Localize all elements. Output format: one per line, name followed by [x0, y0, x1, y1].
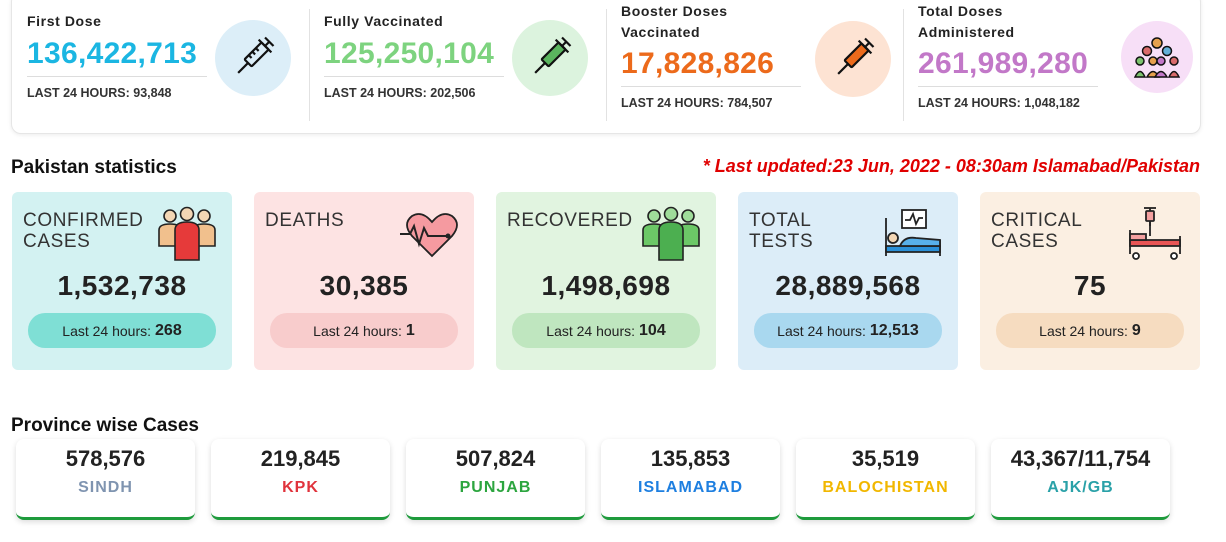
stat-value: 1,532,738	[57, 270, 187, 301]
stat-value: 75	[1073, 270, 1107, 301]
vac-title: First Dose	[27, 13, 102, 29]
province-name: KPK	[282, 479, 319, 496]
crowd-icon	[1121, 21, 1193, 93]
last-24h-badge: Last 24 hours: 9	[996, 313, 1184, 348]
last-24h-badge: Last 24 hours: 268	[28, 313, 216, 348]
vac-title: Fully Vaccinated	[324, 13, 444, 29]
hospital-bed-icon	[882, 206, 944, 262]
fully-vaccinated-panel: Fully Vaccinated 125,250,104 LAST 24 HOU…	[309, 0, 606, 133]
section-title-provinces: Province wise Cases	[11, 415, 199, 436]
province-value: 219,845	[260, 446, 341, 471]
total-tests-card: TOTAL TESTS 28,889,568 Last 24 hours: 12,5…	[738, 192, 958, 370]
vac-value: 17,828,826	[621, 47, 775, 80]
province-card-punjab: 507,824 PUNJAB	[406, 439, 585, 520]
stat-value: 28,889,568	[775, 270, 921, 301]
last-24h-badge: Last 24 hours: 1	[270, 313, 458, 348]
first-dose-panel: First Dose 136,422,713 LAST 24 HOURS: 93…	[12, 0, 309, 133]
divider	[918, 86, 1098, 87]
section-title-statistics: Pakistan statistics	[11, 157, 177, 178]
divider	[621, 86, 801, 87]
stat-label: TOTAL TESTS	[749, 210, 814, 252]
deaths-card: DEATHS 30,385 Last 24 hours: 1	[254, 192, 474, 370]
vac-last-24h: LAST 24 HOURS: 93,848	[27, 86, 172, 100]
stat-value: 1,498,698	[541, 270, 671, 301]
last-updated-text: * Last updated:23 Jun, 2022 - 08:30am Is…	[702, 156, 1200, 176]
province-card-kpk: 219,845 KPK	[211, 439, 390, 520]
province-card-islamabad: 135,853 ISLAMABAD	[601, 439, 780, 520]
province-value: 43,367/11,754	[1010, 446, 1151, 471]
stat-label: CRITICAL CASES	[991, 210, 1083, 252]
total-doses-panel: Total Doses Administered 261,989,280 LAST…	[903, 0, 1200, 133]
stat-label: CONFIRMED CASES	[23, 210, 144, 252]
vac-value: 261,989,280	[918, 47, 1089, 80]
booster-doses-panel: Booster Doses Vaccinated 17,828,826 LAST …	[606, 0, 903, 133]
divider	[324, 76, 504, 77]
critical-cases-card: CRITICAL CASES 75 Last 24 hours: 9	[980, 192, 1200, 370]
province-card-balochistan: 35,519 BALOCHISTAN	[796, 439, 975, 520]
province-value: 135,853	[650, 446, 731, 471]
vac-last-24h: LAST 24 HOURS: 1,048,182	[918, 96, 1080, 110]
syringe-icon	[815, 21, 891, 97]
province-name: BALOCHISTAN	[822, 479, 949, 496]
last-24h-badge: Last 24 hours: 12,513	[754, 313, 942, 348]
divider	[27, 76, 207, 77]
stat-value: 30,385	[319, 270, 409, 301]
vaccination-summary-card: First Dose 136,422,713 LAST 24 HOURS: 93…	[11, 0, 1201, 134]
vac-last-24h: LAST 24 HOURS: 202,506	[324, 86, 476, 100]
vac-title: Total Doses Administered	[918, 3, 1015, 40]
vac-last-24h: LAST 24 HOURS: 784,507	[621, 96, 773, 110]
last-24h-badge: Last 24 hours: 104	[512, 313, 700, 348]
province-name: PUNJAB	[459, 479, 532, 496]
stat-label: DEATHS	[265, 210, 345, 231]
people-icon	[156, 206, 218, 262]
province-name: ISLAMABAD	[638, 479, 743, 496]
vac-title: Booster Doses Vaccinated	[621, 3, 728, 40]
province-value: 35,519	[851, 446, 920, 471]
confirmed-cases-card: CONFIRMED CASES 1,532,738 Last 24 hours: 2…	[12, 192, 232, 370]
province-name: AJK/GB	[1047, 479, 1114, 496]
recovered-card: RECOVERED 1,498,698 Last 24 hours: 104	[496, 192, 716, 370]
syringe-icon	[215, 20, 291, 96]
province-value: 507,824	[455, 446, 536, 471]
vac-value: 136,422,713	[27, 37, 198, 70]
province-value: 578,576	[65, 446, 146, 471]
heartbeat-icon	[398, 206, 460, 262]
iv-bed-icon	[1124, 206, 1186, 262]
province-card-ajk-gb: 43,367/11,754 AJK/GB	[991, 439, 1170, 520]
vac-value: 125,250,104	[324, 37, 495, 70]
province-card-sindh: 578,576 SINDH	[16, 439, 195, 520]
stat-label: RECOVERED	[507, 210, 633, 231]
province-name: SINDH	[78, 479, 133, 496]
syringe-icon	[512, 20, 588, 96]
recovered-people-icon	[640, 206, 702, 262]
